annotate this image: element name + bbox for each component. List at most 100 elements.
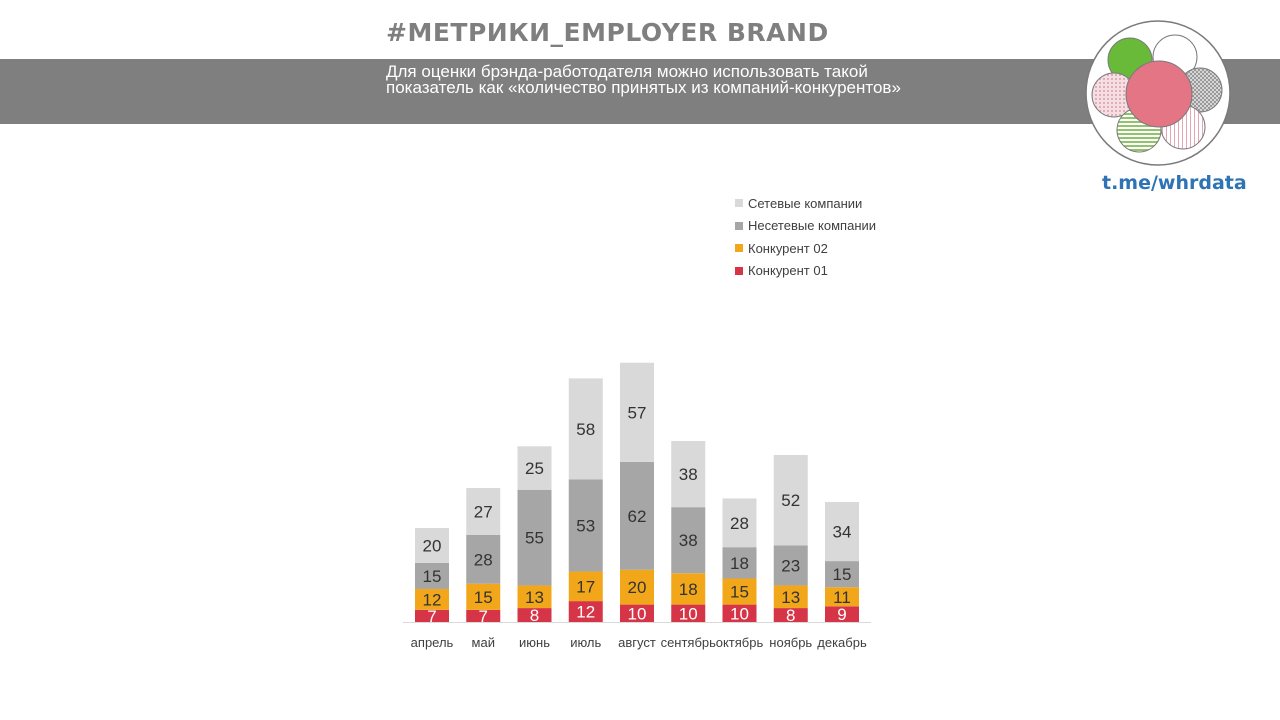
bar-segment: [620, 362, 654, 462]
bar-segment: [568, 571, 603, 602]
data-label: 7: [479, 607, 488, 626]
legend-item: Несетевые компании: [735, 215, 876, 238]
chart-legend: Сетевые компании Несетевые компании Конк…: [735, 192, 876, 282]
data-label: 28: [730, 514, 749, 533]
legend-label: Конкурент 01: [748, 263, 828, 279]
data-label: 20: [628, 578, 647, 597]
data-label: 8: [530, 606, 539, 625]
subtitle-banner: [0, 59, 1280, 124]
data-label: 52: [781, 491, 800, 510]
data-label: 7: [427, 607, 436, 626]
bar-segment: [415, 588, 449, 610]
bar-segment: [517, 608, 552, 622]
legend-item: Конкурент 01: [735, 260, 876, 283]
x-tick-label: август: [618, 635, 656, 650]
x-tick-label: ноябрь: [769, 635, 812, 650]
bar-segment: [773, 585, 808, 609]
bar-segment: [466, 488, 501, 535]
legend-item: Сетевые компании: [735, 192, 876, 215]
data-label: 10: [679, 604, 698, 623]
data-label: 25: [525, 459, 544, 478]
bar-segment: [722, 604, 757, 622]
data-label: 58: [576, 420, 595, 439]
telegram-link[interactable]: t.me/whrdata: [1102, 172, 1247, 194]
bar-segment: [415, 609, 449, 622]
bar-segment: [722, 547, 757, 579]
bar-segment: [568, 601, 603, 622]
data-label: 62: [628, 507, 647, 526]
bar-segment: [722, 498, 757, 548]
legend-label: Конкурент 02: [748, 240, 828, 256]
data-label: 10: [730, 604, 749, 623]
subtitle-text: Для оценки брэнда-работодателя можно исп…: [386, 62, 901, 97]
x-tick-label: сентябрь: [661, 635, 717, 650]
bar-segment: [671, 604, 706, 622]
x-tick-label: май: [472, 635, 495, 650]
bar-segment: [825, 501, 859, 562]
data-label: 17: [576, 577, 595, 596]
data-label: 18: [730, 554, 749, 573]
legend-swatch: [735, 199, 743, 208]
legend-item: Конкурент 02: [735, 237, 876, 260]
logo-circles-icon: [1082, 17, 1234, 169]
bar-segment: [722, 578, 757, 605]
x-tick-label: октябрь: [716, 635, 764, 650]
data-label: 23: [781, 556, 800, 575]
data-label: 12: [423, 590, 442, 609]
data-label: 53: [576, 516, 595, 535]
data-label: 10: [628, 604, 647, 623]
x-tick-label: июль: [570, 635, 601, 650]
data-label: 15: [423, 567, 442, 586]
bar-segment: [517, 489, 552, 586]
bar-segment: [568, 479, 603, 572]
bar-segment: [517, 446, 552, 490]
bar-segment: [466, 609, 501, 622]
legend-swatch: [735, 221, 743, 230]
data-label: 15: [730, 583, 749, 602]
data-label: 20: [423, 536, 442, 555]
bar-segment: [825, 561, 859, 588]
data-label: 8: [786, 606, 795, 625]
data-label: 34: [833, 523, 852, 542]
legend-swatch: [735, 244, 743, 253]
data-label: 12: [576, 603, 595, 622]
data-label: 57: [628, 403, 647, 422]
legend-label: Несетевые компании: [748, 218, 877, 234]
data-label: 11: [833, 588, 851, 607]
bar-segment: [825, 606, 859, 622]
data-label: 38: [679, 531, 698, 550]
bar-segment: [773, 454, 808, 546]
bar-segment: [620, 569, 654, 605]
bar-segment: [773, 608, 808, 622]
legend-label: Сетевые компании: [748, 195, 863, 211]
bar-segment: [415, 528, 449, 563]
bar-segment: [620, 604, 654, 622]
bar-segment: [620, 461, 654, 570]
data-label: 38: [679, 465, 698, 484]
data-label: 15: [474, 588, 493, 607]
bar-segment: [517, 585, 552, 609]
bar-segment: [671, 441, 706, 508]
bar-segment: [466, 535, 501, 584]
data-label: 13: [525, 588, 544, 607]
page-title: #МЕТРИКИ_EMPLOYER BRAND: [386, 18, 829, 47]
data-label: 27: [474, 503, 493, 522]
data-label: 13: [781, 588, 800, 607]
bar-segment: [671, 573, 706, 605]
data-label: 18: [679, 580, 698, 599]
x-tick-label: апрель: [411, 635, 454, 650]
legend-swatch: [735, 266, 743, 275]
bar-segment: [773, 545, 808, 586]
x-tick-label: декабрь: [817, 635, 867, 650]
bar-segment: [415, 562, 449, 589]
data-label: 15: [833, 565, 852, 584]
data-label: 55: [525, 529, 544, 548]
data-label: 28: [474, 550, 493, 569]
bar-segment: [825, 587, 859, 607]
data-label: 9: [837, 605, 846, 624]
bar-segment: [671, 507, 706, 574]
bar-segment: [568, 378, 603, 480]
x-tick-label: июнь: [519, 635, 550, 650]
bar-segment: [466, 583, 501, 610]
